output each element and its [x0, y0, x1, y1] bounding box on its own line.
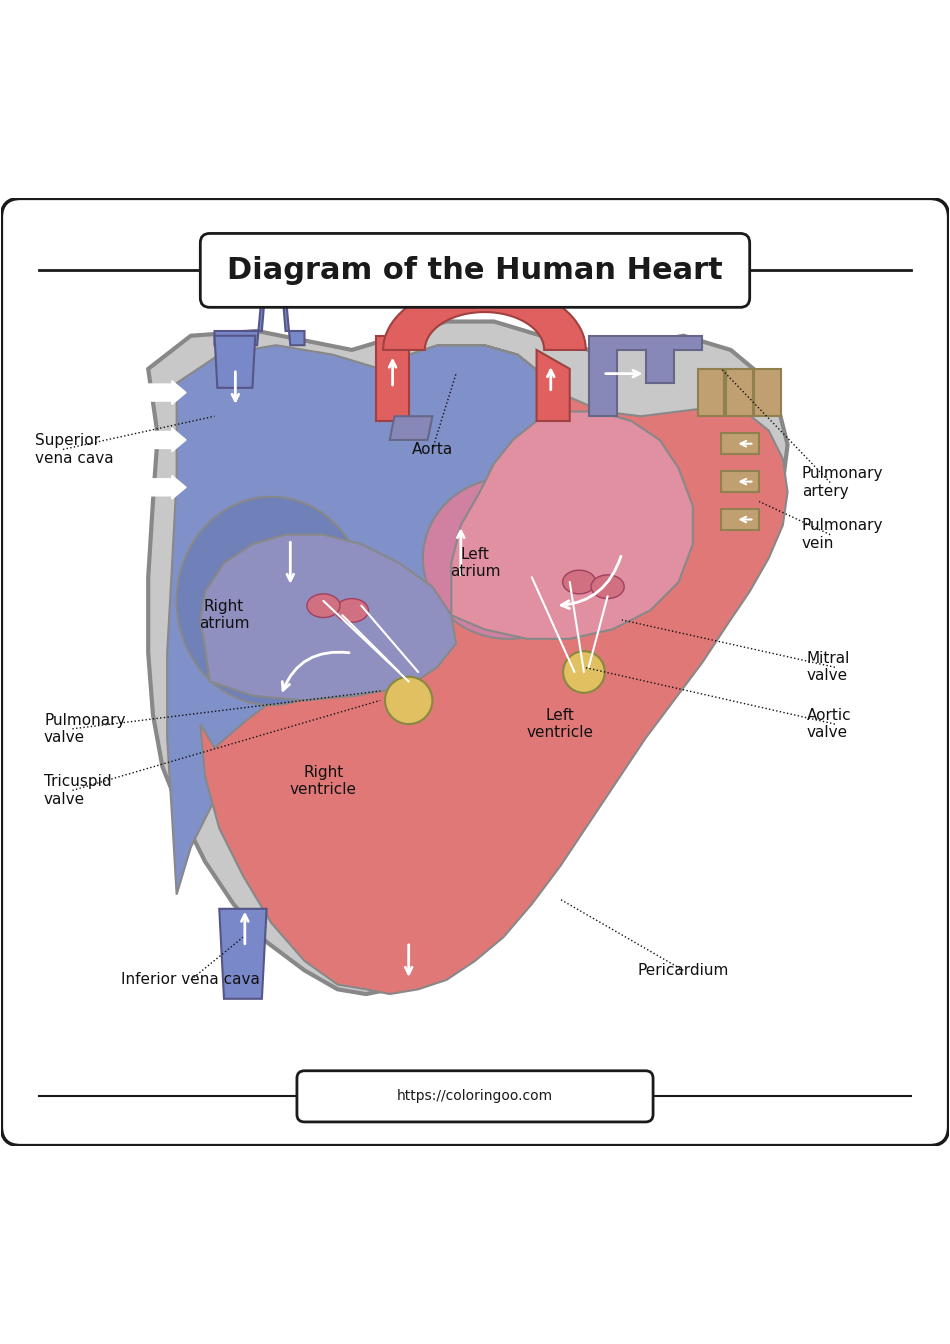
FancyBboxPatch shape: [1, 199, 949, 1145]
Text: Right
ventricle: Right ventricle: [290, 765, 357, 797]
Polygon shape: [721, 509, 759, 530]
Polygon shape: [200, 535, 456, 700]
FancyBboxPatch shape: [200, 234, 750, 308]
Polygon shape: [697, 368, 724, 417]
Text: Superior
vena cava: Superior vena cava: [34, 433, 113, 465]
Polygon shape: [215, 274, 305, 345]
FancyArrow shape: [134, 380, 186, 405]
Text: Pulmonary
artery: Pulmonary artery: [802, 466, 884, 499]
Polygon shape: [167, 345, 570, 895]
Polygon shape: [390, 417, 432, 439]
Polygon shape: [589, 336, 702, 417]
Polygon shape: [451, 411, 693, 638]
FancyArrow shape: [134, 429, 186, 452]
Text: Aortic
valve: Aortic valve: [807, 708, 851, 741]
Circle shape: [563, 650, 605, 694]
Text: Mitral
valve: Mitral valve: [807, 650, 850, 684]
Text: https://coloringoo.com: https://coloringoo.com: [397, 1090, 553, 1103]
Text: Pericardium: Pericardium: [637, 962, 729, 978]
Polygon shape: [219, 909, 267, 999]
Polygon shape: [375, 336, 408, 421]
Text: Pulmonary
valve: Pulmonary valve: [44, 712, 125, 745]
Polygon shape: [215, 336, 256, 388]
Text: Tricuspid
valve: Tricuspid valve: [44, 774, 112, 806]
FancyBboxPatch shape: [297, 1071, 653, 1122]
Polygon shape: [148, 321, 788, 995]
Ellipse shape: [591, 575, 624, 598]
Polygon shape: [721, 433, 759, 454]
Polygon shape: [537, 349, 570, 421]
Ellipse shape: [307, 594, 340, 617]
Circle shape: [385, 677, 432, 724]
Ellipse shape: [335, 598, 369, 622]
Text: Right
atrium: Right atrium: [199, 599, 249, 632]
Ellipse shape: [177, 497, 366, 706]
Polygon shape: [754, 368, 781, 417]
Text: Pulmonary
vein: Pulmonary vein: [802, 519, 884, 551]
Text: Inferior vena cava: Inferior vena cava: [122, 972, 260, 988]
Text: Diagram of the Human Heart: Diagram of the Human Heart: [227, 255, 723, 285]
Polygon shape: [200, 345, 788, 995]
Text: Left
atrium: Left atrium: [449, 547, 501, 579]
Text: Left
ventricle: Left ventricle: [526, 708, 594, 741]
Polygon shape: [726, 368, 752, 417]
Text: Aorta: Aorta: [411, 442, 453, 457]
Ellipse shape: [562, 570, 596, 594]
Polygon shape: [721, 472, 759, 492]
Polygon shape: [383, 284, 586, 349]
Ellipse shape: [423, 478, 594, 638]
FancyArrow shape: [134, 476, 186, 499]
